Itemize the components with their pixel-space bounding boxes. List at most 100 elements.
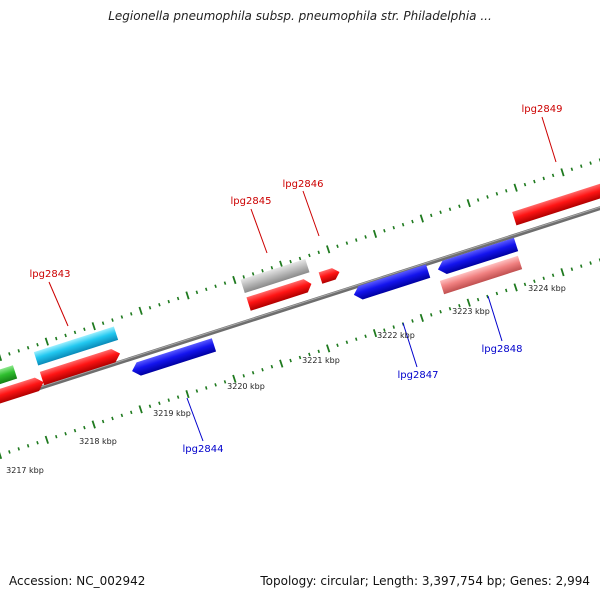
minor-tick <box>411 219 414 224</box>
gene-label-lpg2843: lpg2843 <box>30 269 71 280</box>
minor-tick <box>486 195 489 199</box>
minor-tick <box>589 161 592 165</box>
minor-tick <box>476 198 480 202</box>
minor-tick <box>458 303 461 308</box>
gene-feature-cyan <box>33 326 119 366</box>
minor-tick <box>289 259 292 264</box>
minor-tick <box>383 229 386 233</box>
major-tick <box>232 374 237 383</box>
minor-tick <box>430 313 433 317</box>
callout-line-lpg2843 <box>48 281 69 327</box>
minor-tick <box>83 425 86 430</box>
gene-feature-pink <box>439 255 523 295</box>
major-tick <box>326 344 331 353</box>
major-tick <box>560 268 565 277</box>
gene-feature-blue-lpg2847 <box>353 264 431 300</box>
genome-backbone <box>0 206 600 403</box>
major-tick <box>91 322 96 331</box>
minor-tick <box>223 281 227 285</box>
minor-tick <box>158 302 161 307</box>
minor-tick <box>73 330 77 335</box>
minor-tick <box>251 272 255 276</box>
minor-tick <box>570 267 574 271</box>
minor-tick <box>36 441 39 445</box>
minor-tick <box>8 352 11 356</box>
scale-label-3220: 3220 kbp <box>227 382 265 391</box>
minor-tick <box>542 276 545 281</box>
minor-tick <box>214 383 217 387</box>
gene-label-lpg2847: lpg2847 <box>398 370 439 381</box>
minor-tick <box>242 374 245 378</box>
minor-tick <box>205 386 208 390</box>
gene-feature-red-lpg2845 <box>246 279 312 311</box>
minor-tick <box>26 345 30 350</box>
reverse-tick-ruler <box>0 258 600 460</box>
minor-tick <box>523 182 527 187</box>
minor-tick <box>101 321 105 325</box>
minor-tick <box>64 431 67 436</box>
minor-tick <box>355 238 358 242</box>
minor-tick <box>111 416 114 421</box>
major-tick <box>0 452 3 460</box>
minor-tick <box>336 343 339 348</box>
scale-label-3217: 3217 kbp <box>6 466 44 475</box>
callout-line-lpg2846 <box>302 190 320 237</box>
minor-tick <box>505 189 508 193</box>
gene-label-lpg2848: lpg2848 <box>482 344 523 355</box>
major-tick <box>466 298 471 307</box>
minor-tick <box>195 290 199 295</box>
minor-tick <box>270 364 274 369</box>
minor-tick <box>83 327 86 332</box>
minor-tick <box>383 328 386 332</box>
minor-tick <box>580 264 583 268</box>
major-tick <box>138 306 143 315</box>
major-tick <box>44 435 49 444</box>
minor-tick <box>523 282 527 287</box>
minor-tick <box>345 340 349 345</box>
minor-tick <box>55 434 58 439</box>
minor-tick <box>505 288 508 293</box>
minor-tick <box>542 176 545 181</box>
minor-tick <box>17 447 20 451</box>
minor-tick <box>73 428 77 433</box>
minor-tick <box>195 389 199 393</box>
minor-tick <box>570 167 574 172</box>
minor-tick <box>251 370 255 375</box>
minor-tick <box>158 401 161 405</box>
minor-tick <box>495 291 499 296</box>
major-tick <box>466 199 471 208</box>
callout-line-lpg2845 <box>250 208 268 254</box>
minor-tick <box>533 179 536 184</box>
scale-label-3222: 3222 kbp <box>377 331 415 340</box>
gene-feature-red-lpg2843b <box>39 348 121 386</box>
minor-tick <box>270 265 274 270</box>
gene-feature-blue-lpg2844 <box>132 338 217 376</box>
major-tick <box>560 168 565 177</box>
minor-tick <box>411 319 414 323</box>
minor-tick <box>176 296 180 301</box>
minor-tick <box>439 210 442 215</box>
genome-summary-text: Topology: circular; Length: 3,397,754 bp… <box>260 574 590 588</box>
callout-line-lpg2849 <box>541 116 557 163</box>
gene-feature-grey-lpg2845 <box>240 258 310 294</box>
minor-tick <box>355 337 358 341</box>
minor-tick <box>111 318 114 322</box>
minor-tick <box>55 336 58 341</box>
forward-tick-ruler <box>0 158 600 362</box>
minor-tick <box>486 294 489 299</box>
minor-tick <box>17 349 20 353</box>
major-tick <box>138 405 143 414</box>
minor-tick <box>476 297 480 302</box>
accession-text: Accession: NC_002942 <box>9 574 146 588</box>
minor-tick <box>589 261 592 265</box>
minor-tick <box>392 325 395 329</box>
major-tick <box>185 390 190 399</box>
scale-label-3221: 3221 kbp <box>302 356 340 365</box>
minor-tick <box>551 173 555 178</box>
major-tick <box>419 313 424 322</box>
minor-tick <box>36 342 39 347</box>
callout-line-lpg2844 <box>186 397 204 442</box>
minor-tick <box>317 250 320 255</box>
minor-tick <box>364 334 367 338</box>
